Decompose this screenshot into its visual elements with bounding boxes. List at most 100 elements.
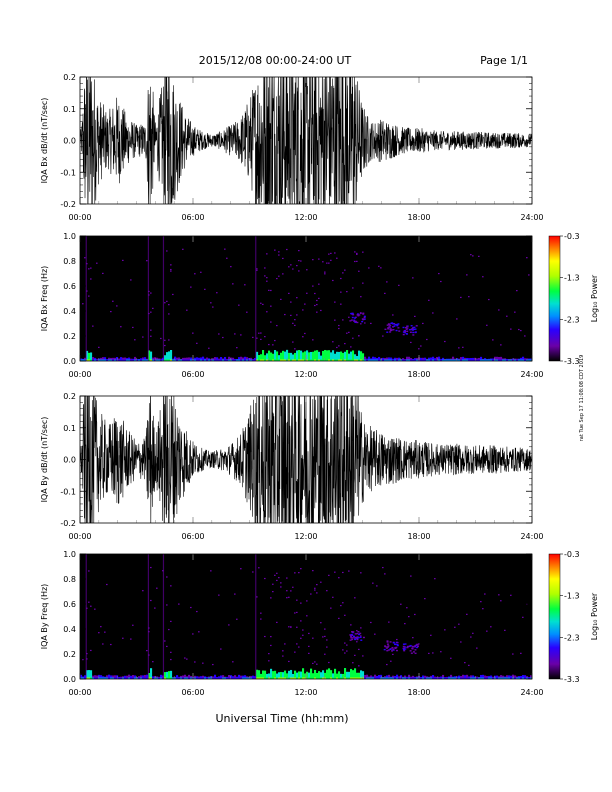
spectrogram-cell (234, 359, 237, 361)
spectrogram-cell (406, 607, 408, 609)
spectrogram-cell (194, 359, 197, 361)
spectrogram-cell (438, 677, 441, 679)
spectrogram-cell (202, 356, 205, 361)
spectrogram-cell (348, 359, 351, 361)
spectrogram-cell (90, 670, 93, 679)
spectrogram-cell (498, 677, 501, 679)
spectrogram-cell (354, 260, 356, 263)
spectrogram-cell (430, 359, 433, 361)
spectrogram-cell (122, 259, 124, 262)
spectrogram-cell (192, 332, 194, 334)
spectrogram-cell (406, 356, 409, 361)
spectrogram-cell (166, 671, 169, 679)
y-tick-label: -0.2 (60, 200, 76, 209)
y-tick-label: 0.2 (63, 332, 76, 341)
spectrogram-cell (194, 661, 196, 663)
spectrogram-cell (216, 677, 219, 679)
spectrogram-cell (460, 641, 462, 643)
spectrogram-cell (210, 570, 212, 572)
spectrogram-cell (114, 677, 117, 679)
spectrogram-cell (164, 677, 167, 679)
spectrogram-blob-cell (357, 631, 360, 633)
spectrogram-cell (386, 675, 389, 679)
spectrogram-cell (176, 677, 179, 679)
spectrogram-cell (382, 359, 385, 361)
spectrogram-cell (150, 599, 152, 602)
spectrogram-cell (100, 359, 103, 361)
spectrogram-cell (92, 325, 94, 327)
spectrogram-cell (444, 629, 446, 631)
y-tick-label: 1.0 (63, 232, 76, 241)
spectrogram-cell (526, 359, 529, 361)
spectrogram-cell (324, 672, 327, 679)
spectrogram-cell (88, 570, 90, 572)
spectrogram-blob-cell (384, 645, 387, 647)
spectrogram-cell (110, 677, 113, 679)
spectrogram-cell (292, 677, 295, 679)
spectrogram-cell (80, 677, 83, 679)
spectrogram-cell (172, 293, 174, 296)
spectrogram-cell (392, 675, 395, 679)
spectrogram-cell (218, 677, 221, 679)
spectrogram-cell (150, 329, 152, 331)
spectrogram-cell (518, 677, 521, 679)
spectrogram-cell (238, 304, 240, 306)
spectrogram-cell (338, 617, 340, 619)
spectrogram-cell (412, 277, 414, 279)
spectrogram-cell (470, 636, 472, 638)
spectrogram-cell (414, 359, 417, 361)
spectrogram-cell (428, 299, 430, 301)
spectrogram-cell (398, 359, 401, 361)
spectrogram-cell (264, 635, 266, 638)
spectrogram-cell (368, 359, 371, 361)
spectrogram-cell (170, 268, 172, 271)
spectrogram-cell (510, 675, 513, 679)
spectrogram-cell (120, 357, 123, 361)
spectrogram-cell (132, 624, 134, 626)
spectrogram-cell (120, 359, 123, 361)
spectrogram-cell (260, 332, 262, 334)
spectrogram-cell (348, 331, 350, 333)
x-tick-label: 06:00 (181, 370, 204, 379)
spectrogram-cell (102, 359, 105, 361)
spectrogram-cell (128, 677, 131, 679)
spectrogram-cell (130, 359, 133, 361)
x-axis-label: Universal Time (hh:mm) (216, 712, 349, 725)
spectrogram-cell (256, 359, 259, 361)
spectrogram-cell (490, 626, 492, 628)
spectrogram-blob-cell (350, 633, 353, 636)
spectrogram-cell (90, 649, 92, 652)
spectrogram-cell (150, 311, 152, 313)
spectrogram-cell (104, 359, 107, 361)
spectrogram-cell (116, 675, 119, 679)
spectrogram-cell (204, 288, 206, 290)
spectrogram-cell (280, 586, 282, 588)
spectrogram-cell (180, 677, 183, 679)
spectrogram-cell (322, 670, 325, 679)
spectrogram-cell (164, 672, 167, 679)
spectrogram-cell (340, 604, 342, 607)
spectrogram-blob-cell (414, 331, 417, 333)
spectrogram-cell (128, 357, 131, 361)
spectrogram-cell (174, 356, 177, 361)
spectrogram-blob-cell (350, 312, 353, 315)
spectrogram-cell (312, 285, 314, 287)
spectrogram-cell (170, 264, 172, 266)
spectrogram-cell (98, 632, 100, 634)
spectrogram-cell (468, 296, 470, 298)
spectrogram-cell (396, 677, 399, 679)
spectrogram-cell (318, 283, 320, 285)
spectrogram-cell (236, 347, 238, 349)
spectrogram-cell (432, 677, 435, 679)
spectrogram-cell (166, 576, 168, 578)
spectrogram-cell (116, 357, 119, 361)
spectrogram-cell (184, 357, 187, 361)
spectrogram-cell (520, 359, 523, 361)
spectrogram-cell (430, 675, 433, 679)
spectrogram-cell (354, 354, 357, 361)
y-tick-label: 0.2 (63, 650, 76, 659)
spectrogram-cell (278, 672, 281, 679)
spectrogram-cell (396, 638, 398, 641)
spectrogram-cell (356, 359, 359, 361)
spectrogram-cell (200, 357, 203, 361)
